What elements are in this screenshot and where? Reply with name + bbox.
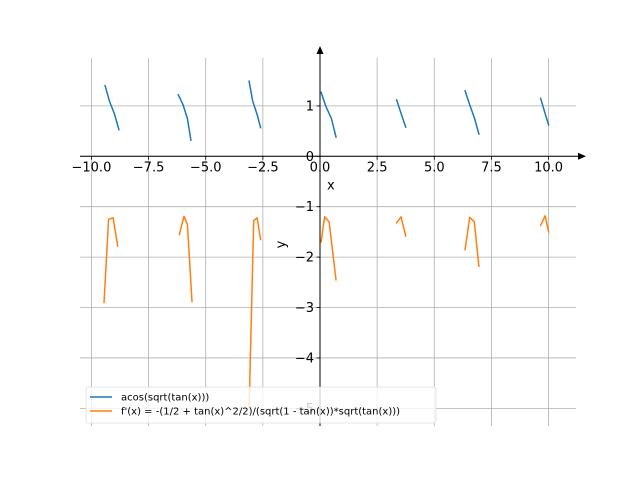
y-tick-label-1: −4 — [295, 351, 314, 366]
series-1-line-5 — [464, 89, 480, 136]
x-axis-label: x — [327, 178, 335, 193]
y-axis-label: y — [274, 240, 289, 248]
ticks: −10.0−7.5−5.0−2.50.02.55.07.510.0−5−4−3−… — [72, 99, 564, 416]
legend-label-2: f'(x) = -(1/2 + tan(x)^2/2)/(sqrt(1 - ta… — [121, 407, 400, 418]
x-tick-label-8: 10.0 — [534, 160, 563, 175]
series-1 — [104, 80, 550, 142]
x-tick-label-6: 5.0 — [424, 160, 445, 175]
x-tick-label-1: −7.5 — [133, 160, 165, 175]
series-1-line-0 — [104, 84, 120, 131]
x-tick-label-4: 0.0 — [310, 160, 331, 175]
x-tick-label-0: −10.0 — [72, 160, 112, 175]
y-tick-label-5: 0 — [306, 150, 314, 165]
y-tick-label-4: −1 — [295, 200, 314, 215]
x-tick-label-7: 7.5 — [481, 160, 502, 175]
series-1-line-6 — [539, 97, 550, 126]
legend-box — [85, 386, 437, 424]
x-tick-label-2: −5.0 — [190, 160, 222, 175]
x-axis-arrow — [578, 152, 586, 160]
y-tick-label-6: 1 — [306, 99, 314, 114]
grid — [80, 58, 576, 426]
y-tick-label-3: −2 — [295, 251, 314, 266]
axes — [80, 46, 586, 426]
legend: acos(sqrt(tan(x))) f'(x) = -(1/2 + tan(x)… — [85, 386, 437, 424]
series-2-line-0 — [103, 217, 119, 304]
legend-label-1: acos(sqrt(tan(x))) — [121, 393, 209, 404]
series-1-line-1 — [177, 93, 192, 142]
series-1-line-2 — [248, 80, 262, 129]
plot-area — [103, 80, 550, 410]
series-2-line-2 — [248, 217, 262, 410]
series-2-line-6 — [539, 215, 550, 233]
series-2-line-3 — [320, 216, 337, 281]
series-1-line-3 — [320, 91, 337, 139]
x-tick-label-3: −2.5 — [247, 160, 279, 175]
y-axis-arrow — [316, 46, 324, 54]
y-tick-label-2: −3 — [295, 301, 314, 316]
x-tick-label-5: 2.5 — [367, 160, 388, 175]
series-2-line-1 — [178, 215, 193, 303]
series-1-line-4 — [395, 98, 407, 129]
series-2-line-4 — [395, 216, 407, 237]
series-2 — [103, 215, 550, 410]
series-2-line-5 — [464, 216, 480, 268]
